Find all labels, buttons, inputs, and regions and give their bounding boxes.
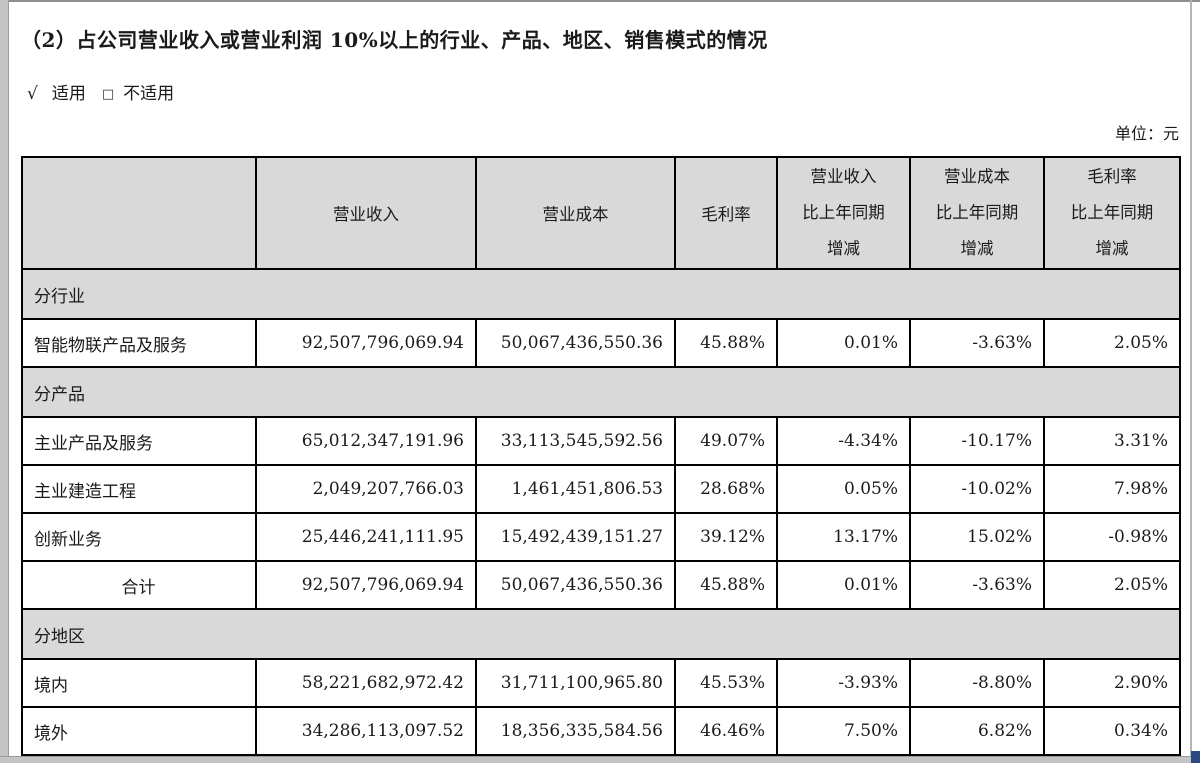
row-domestic: 境内 58,221,682,972.42 31,711,100,965.80 4… <box>21 658 1181 708</box>
cell-label: 主业产品及服务 <box>21 416 257 466</box>
cell-revenue: 58,221,682,972.42 <box>255 658 477 708</box>
row-by-region: 分地区 <box>21 608 1181 660</box>
row-by-industry: 分行业 <box>21 268 1181 320</box>
cell-revenue: 2,049,207,766.03 <box>255 464 477 514</box>
cell-margin: 28.68% <box>674 464 778 514</box>
cell-revenue-yoy: -3.93% <box>776 658 911 708</box>
row-main-products-services: 主业产品及服务 65,012,347,191.96 33,113,545,592… <box>21 416 1181 466</box>
cell-margin: 45.88% <box>674 560 778 610</box>
cell-margin: 45.88% <box>674 318 778 368</box>
row-overseas: 境外 34,286,113,097.52 18,356,335,584.56 4… <box>21 706 1181 756</box>
cell-cost: 15,492,439,151.27 <box>475 512 676 562</box>
cell-revenue-yoy: 0.01% <box>776 560 911 610</box>
cell-label: 合计 <box>21 560 257 610</box>
window-right-edge <box>1190 0 1192 763</box>
cell-cost: 31,711,100,965.80 <box>475 658 676 708</box>
header-cost-yoy-line1: 营业成本 <box>944 167 1010 186</box>
header-margin-yoy-line2: 比上年同期 <box>1070 203 1154 222</box>
header-revenue-yoy-line2: 比上年同期 <box>802 203 885 222</box>
header-margin-yoy-line3: 增减 <box>1095 239 1129 258</box>
cell-label: 智能物联产品及服务 <box>21 318 257 368</box>
header-margin-yoy-line1: 毛利率 <box>1087 167 1137 186</box>
cell-cost: 33,113,545,592.56 <box>475 416 676 466</box>
cell-cost-yoy: -10.17% <box>909 416 1045 466</box>
cell-revenue-yoy: 13.17% <box>776 512 911 562</box>
row-main-construction: 主业建造工程 2,049,207,766.03 1,461,451,806.53… <box>21 464 1181 514</box>
segment-table: 营业收入 营业成本 毛利率 营业收入 比上年同期 增减 营业成本 比上年同期 增… <box>21 156 1181 756</box>
header-cost-yoy-line3: 增减 <box>960 239 994 258</box>
cell-revenue: 65,012,347,191.96 <box>255 416 477 466</box>
cell-margin-yoy: 2.90% <box>1043 658 1181 708</box>
header-category <box>21 156 257 270</box>
table-header-row: 营业收入 营业成本 毛利率 营业收入 比上年同期 增减 营业成本 比上年同期 增… <box>21 156 1181 270</box>
window-bottom-edge <box>0 756 1200 763</box>
section-title: （2）占公司营业收入或营业利润 10%以上的行业、产品、地区、销售模式的情况 <box>21 28 768 52</box>
header-revenue-yoy-line1: 营业收入 <box>810 167 877 186</box>
cell-revenue-yoy: 7.50% <box>776 706 911 756</box>
cell-revenue: 34,286,113,097.52 <box>255 706 477 756</box>
header-revenue-yoy: 营业收入 比上年同期 增减 <box>776 156 911 270</box>
cell-margin-yoy: 3.31% <box>1043 416 1181 466</box>
cell-margin: 49.07% <box>674 416 778 466</box>
cell-cost: 1,461,451,806.53 <box>475 464 676 514</box>
cell-cost: 50,067,436,550.36 <box>475 318 676 368</box>
cell-revenue: 92,507,796,069.94 <box>255 560 477 610</box>
cell-margin: 39.12% <box>674 512 778 562</box>
header-cost-yoy: 营业成本 比上年同期 增减 <box>909 156 1045 270</box>
cell-margin-yoy: 0.34% <box>1043 706 1181 756</box>
applicability-row: √ 适用 □ 不适用 <box>21 79 1179 104</box>
cell-label: 主业建造工程 <box>21 464 257 514</box>
cell-margin-yoy: 2.05% <box>1043 560 1181 610</box>
cell-revenue: 92,507,796,069.94 <box>255 318 477 368</box>
checkbox-empty-icon: □ <box>101 87 115 102</box>
cell-revenue: 25,446,241,111.95 <box>255 512 477 562</box>
not-applicable-label: 不适用 <box>123 84 175 104</box>
cell-cost-yoy: -8.80% <box>909 658 1045 708</box>
applicable-label: 适用 <box>51 84 86 104</box>
row-innovation-business: 创新业务 25,446,241,111.95 15,492,439,151.27… <box>21 512 1181 562</box>
window-top-edge <box>0 0 1200 2</box>
header-cost: 营业成本 <box>475 156 676 270</box>
cell-cost-yoy: 15.02% <box>909 512 1045 562</box>
cell-margin-yoy: 2.05% <box>1043 318 1181 368</box>
checkmark-icon: √ <box>27 84 38 104</box>
row-total: 合计 92,507,796,069.94 50,067,436,550.36 4… <box>21 560 1181 610</box>
unit-note: 单位：元 <box>1114 124 1179 143</box>
cell-label: 境外 <box>21 706 257 756</box>
cell-cost-yoy: -3.63% <box>909 318 1045 368</box>
cell-revenue-yoy: 0.01% <box>776 318 911 368</box>
window-left-edge <box>0 0 9 763</box>
cell-cost-yoy: -3.63% <box>909 560 1045 610</box>
resize-corner-handle[interactable] <box>1191 751 1200 763</box>
header-cost-yoy-line2: 比上年同期 <box>935 203 1019 222</box>
cell-margin-yoy: -0.98% <box>1043 512 1181 562</box>
section-label: 分行业 <box>21 268 1181 320</box>
cell-margin-yoy: 7.98% <box>1043 464 1181 514</box>
cell-margin: 45.53% <box>674 658 778 708</box>
cell-revenue-yoy: -4.34% <box>776 416 911 466</box>
row-by-product: 分产品 <box>21 366 1181 418</box>
header-margin-yoy: 毛利率 比上年同期 增减 <box>1043 156 1181 270</box>
cell-revenue-yoy: 0.05% <box>776 464 911 514</box>
cell-cost-yoy: -10.02% <box>909 464 1045 514</box>
cell-margin: 46.46% <box>674 706 778 756</box>
section-label: 分地区 <box>21 608 1181 660</box>
header-gross-margin: 毛利率 <box>674 156 778 270</box>
document-content: （2）占公司营业收入或营业利润 10%以上的行业、产品、地区、销售模式的情况 √… <box>21 0 1181 756</box>
cell-cost: 18,356,335,584.56 <box>475 706 676 756</box>
header-revenue-yoy-line3: 增减 <box>827 239 860 258</box>
cell-label: 境内 <box>21 658 257 708</box>
header-revenue: 营业收入 <box>255 156 477 270</box>
cell-cost-yoy: 6.82% <box>909 706 1045 756</box>
row-smart-iot-products: 智能物联产品及服务 92,507,796,069.94 50,067,436,5… <box>21 318 1181 368</box>
section-label: 分产品 <box>21 366 1181 418</box>
cell-label: 创新业务 <box>21 512 257 562</box>
cell-cost: 50,067,436,550.36 <box>475 560 676 610</box>
